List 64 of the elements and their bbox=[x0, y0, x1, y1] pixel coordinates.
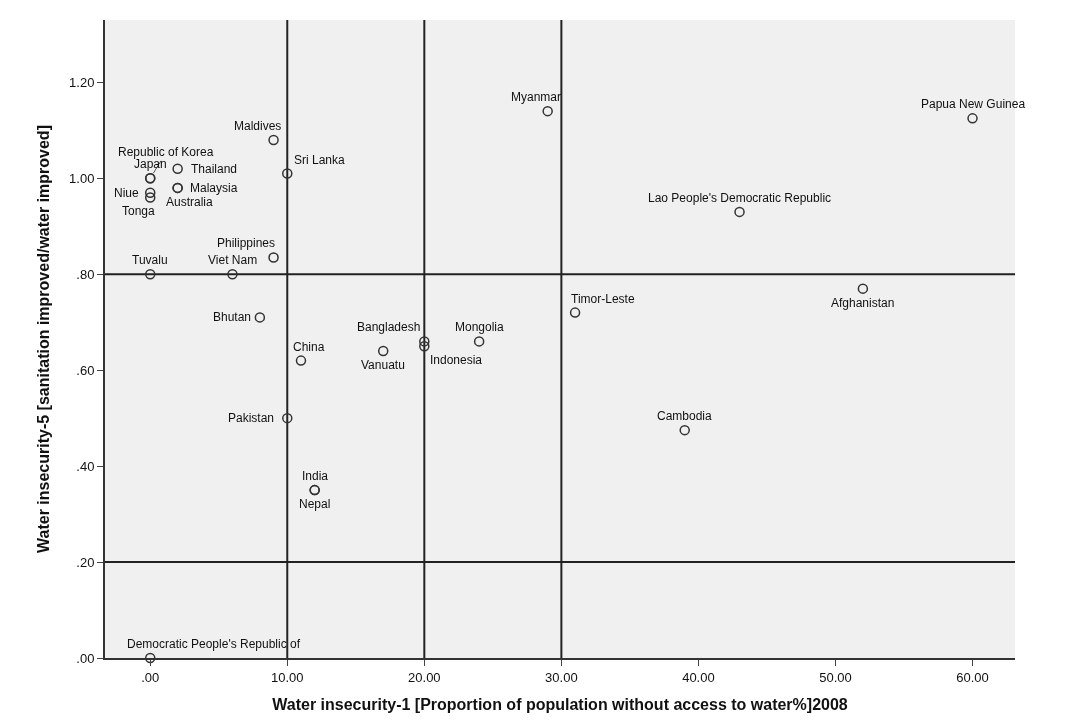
point bbox=[734, 206, 745, 218]
series-label: Tuvalu bbox=[132, 253, 168, 267]
point bbox=[227, 268, 238, 280]
point bbox=[473, 336, 485, 347]
series-label: Vanuatu bbox=[361, 358, 405, 372]
y-tick-label: .00 bbox=[76, 650, 95, 666]
point bbox=[144, 652, 156, 664]
series-label: Mongolia bbox=[455, 320, 505, 334]
series-label: Sri Lanka bbox=[294, 153, 346, 167]
point bbox=[282, 168, 293, 179]
point bbox=[569, 307, 581, 318]
y-tick-label: .40 bbox=[76, 458, 95, 474]
x-tick-label: .00 bbox=[141, 669, 160, 685]
point bbox=[419, 336, 430, 347]
x-tick-label: 30.00 bbox=[545, 669, 578, 685]
series-label: Papua New Guinea bbox=[921, 97, 1026, 111]
y-tick-label: .20 bbox=[76, 554, 95, 570]
series-label: Malaysia bbox=[190, 181, 238, 195]
series-label: Japan bbox=[134, 157, 167, 171]
point bbox=[144, 192, 156, 203]
series-label: Viet Nam bbox=[208, 253, 258, 267]
point bbox=[172, 163, 183, 174]
series-label: Philippines bbox=[217, 236, 276, 250]
point bbox=[857, 283, 869, 294]
series-label: Bangladesh bbox=[357, 320, 421, 334]
series-label: Australia bbox=[166, 195, 214, 209]
series-label: Indonesia bbox=[430, 353, 483, 367]
series-label: Tonga bbox=[122, 204, 156, 218]
series-label: Pakistan bbox=[228, 411, 275, 425]
y-tick-label: .60 bbox=[76, 362, 95, 378]
series-label: Niue bbox=[114, 186, 140, 200]
x-axis-title: Water insecurity-1 [Proportion of population without access to water%]2008 bbox=[272, 695, 848, 713]
point bbox=[679, 424, 690, 436]
point bbox=[967, 113, 978, 124]
y-tick-label: 1.20 bbox=[69, 74, 95, 90]
point bbox=[295, 355, 307, 366]
series-label: Nepal bbox=[299, 497, 331, 511]
x-tick-label: 50.00 bbox=[819, 669, 852, 685]
point bbox=[144, 187, 156, 198]
point bbox=[282, 412, 293, 424]
series-label: Cambodia bbox=[657, 409, 713, 423]
x-tick-label: 40.00 bbox=[682, 669, 715, 685]
series-label: Maldives bbox=[234, 119, 282, 133]
series-label: India bbox=[302, 469, 329, 483]
x-tick-label: 10.00 bbox=[271, 669, 304, 685]
series-label: Timor-Leste bbox=[571, 292, 635, 306]
series-label: China bbox=[293, 340, 325, 354]
point bbox=[254, 312, 266, 323]
point bbox=[377, 345, 389, 357]
x-tick-label: 60.00 bbox=[956, 669, 989, 685]
point bbox=[419, 340, 430, 352]
y-tick-label: .80 bbox=[76, 266, 95, 282]
series-label: Afghanistan bbox=[831, 296, 895, 310]
point bbox=[144, 268, 156, 280]
point bbox=[268, 134, 279, 146]
series-label: Bhutan bbox=[213, 310, 252, 324]
text: Republic of Korea bbox=[118, 145, 214, 159]
point bbox=[542, 105, 553, 117]
series-label: Thailand bbox=[191, 162, 238, 176]
x-tick-label: 20.00 bbox=[408, 669, 441, 685]
series-label: Lao People's Democratic Republic bbox=[648, 191, 832, 205]
y-axis-title: Water insecurity-5 [sanitation improved/water improved] bbox=[35, 125, 53, 553]
point bbox=[268, 252, 279, 263]
y-tick-label: 1.00 bbox=[69, 170, 95, 186]
